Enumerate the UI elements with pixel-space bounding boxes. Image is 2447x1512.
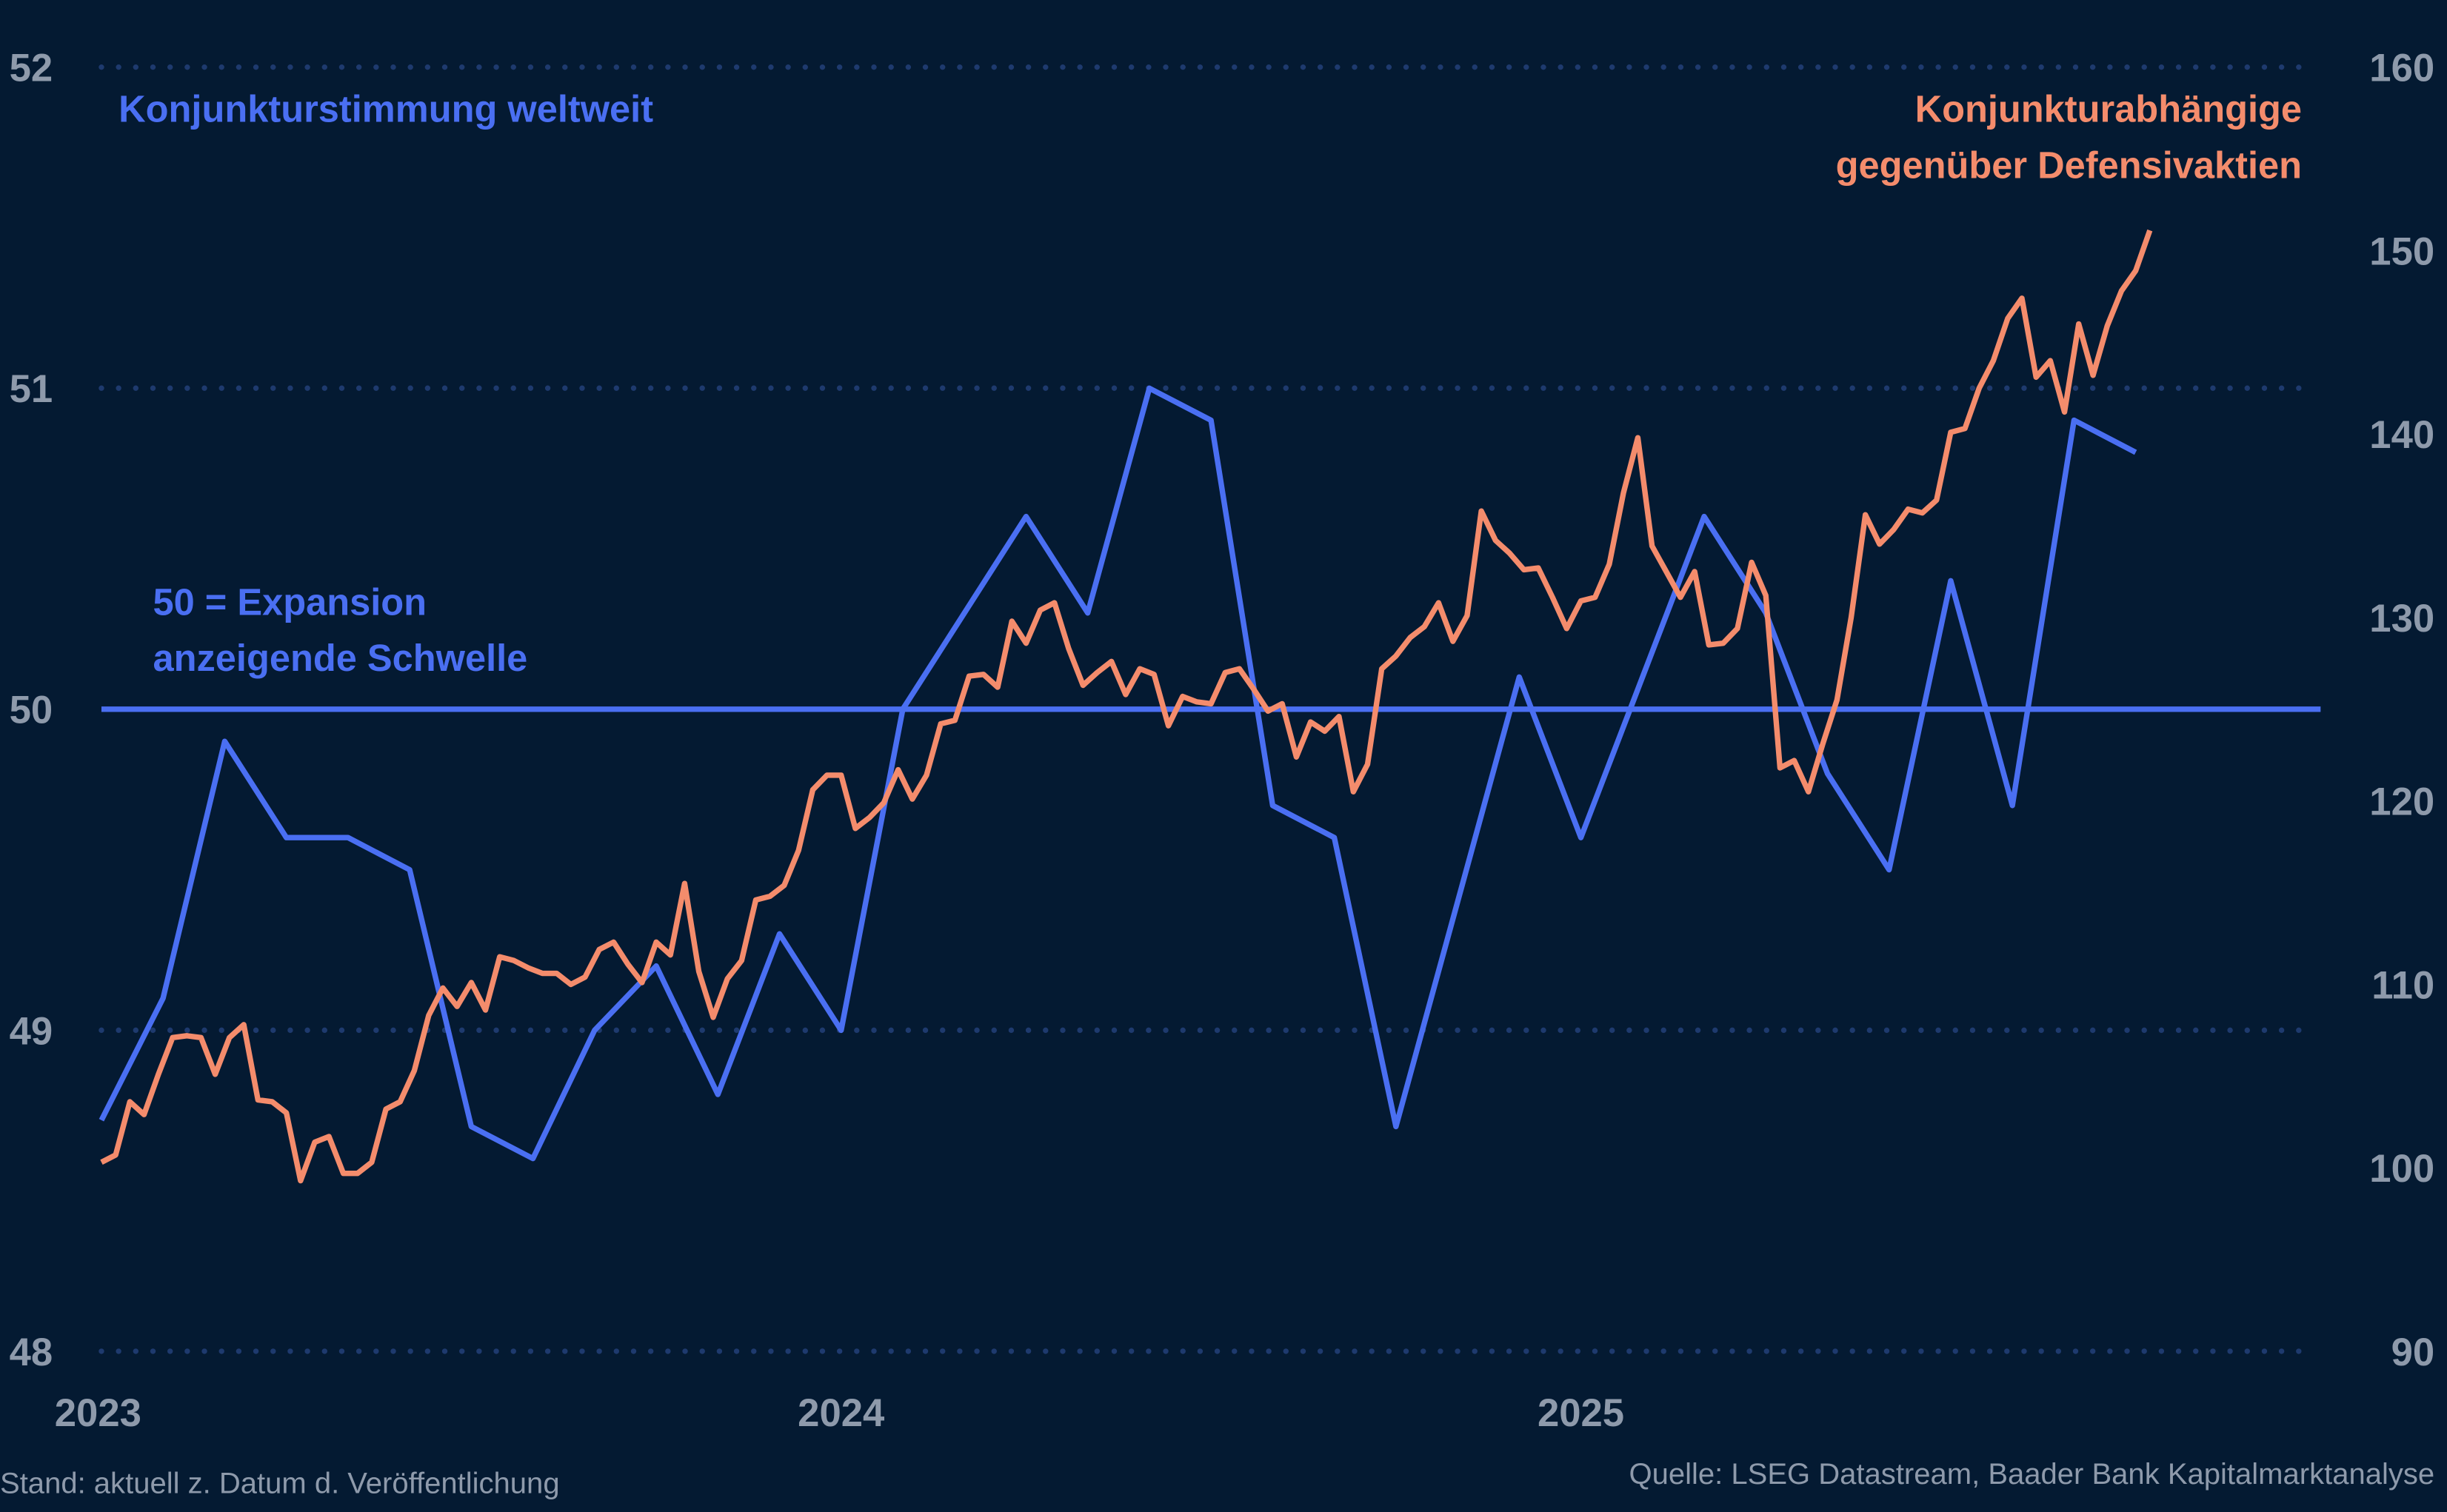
y-right-tick-label: 90: [2391, 1331, 2435, 1374]
x-axis: 2023 2024 2025: [55, 1391, 1624, 1435]
y-left-tick-label: 50: [10, 689, 53, 732]
y-left-tick-label: 52: [10, 47, 53, 90]
y-left-tick-label: 49: [10, 1009, 53, 1053]
threshold-label-line1: 50 = Expansion: [153, 581, 427, 623]
threshold-label-line2: anzeigende Schwelle: [153, 637, 528, 679]
footer-source: Quelle: LSEG Datastream, Baader Bank Kap…: [1629, 1458, 2435, 1491]
legend-label-pmi: Konjunkturstimmung weltweit: [118, 87, 653, 130]
y-left-tick-label: 48: [10, 1331, 53, 1374]
left-axis: 48 49 50 51 52: [10, 47, 53, 1374]
x-tick-label: 2023: [55, 1391, 141, 1435]
legend-label-ratio-line2: gegenüber Defensivaktien: [1836, 144, 2302, 186]
y-left-tick-label: 51: [10, 367, 53, 411]
y-right-tick-label: 100: [2369, 1147, 2434, 1191]
y-right-tick-label: 150: [2369, 230, 2434, 273]
footer-date-note: Stand: aktuell z. Datum d. Veröffentlich…: [0, 1468, 560, 1500]
legend-label-ratio-line1: Konjunkturabhängige: [1915, 87, 2302, 130]
x-tick-label: 2024: [798, 1391, 884, 1435]
y-right-tick-label: 130: [2369, 597, 2434, 640]
x-tick-label: 2025: [1538, 1391, 1624, 1435]
right-axis: 90 100 110 120 130 140 150 160: [2369, 47, 2434, 1374]
y-right-tick-label: 160: [2369, 47, 2434, 90]
series-line-cyclicals-vs-defensives: [100, 229, 2153, 1184]
y-right-tick-label: 110: [2371, 963, 2434, 1007]
y-right-tick-label: 120: [2369, 780, 2434, 824]
y-right-tick-label: 140: [2369, 413, 2434, 457]
